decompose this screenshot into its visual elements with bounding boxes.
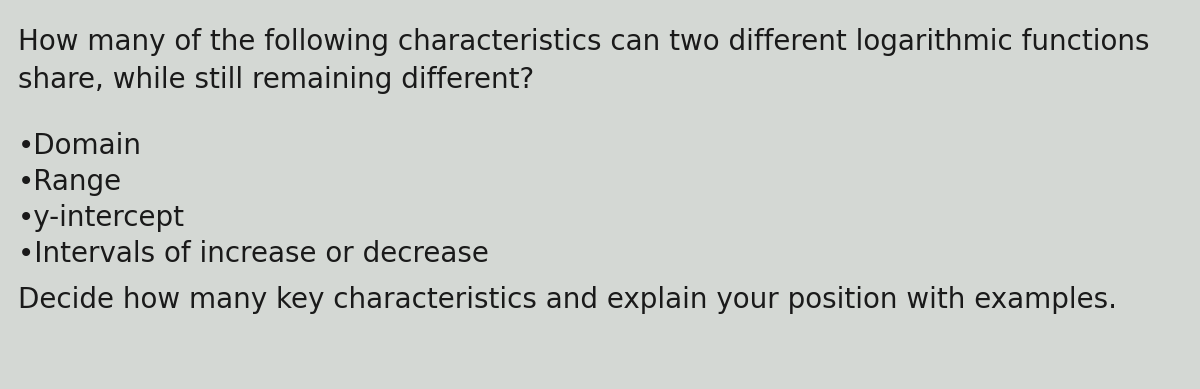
- Text: •y-intercept: •y-intercept: [18, 204, 185, 232]
- Text: •Intervals of increase or decrease: •Intervals of increase or decrease: [18, 240, 488, 268]
- Text: •Range: •Range: [18, 168, 122, 196]
- Text: How many of the following characteristics can two different logarithmic function: How many of the following characteristic…: [18, 28, 1150, 56]
- Text: share, while still remaining different?: share, while still remaining different?: [18, 66, 534, 94]
- Text: •Domain: •Domain: [18, 132, 142, 160]
- Text: Decide how many key characteristics and explain your position with examples.: Decide how many key characteristics and …: [18, 286, 1117, 314]
